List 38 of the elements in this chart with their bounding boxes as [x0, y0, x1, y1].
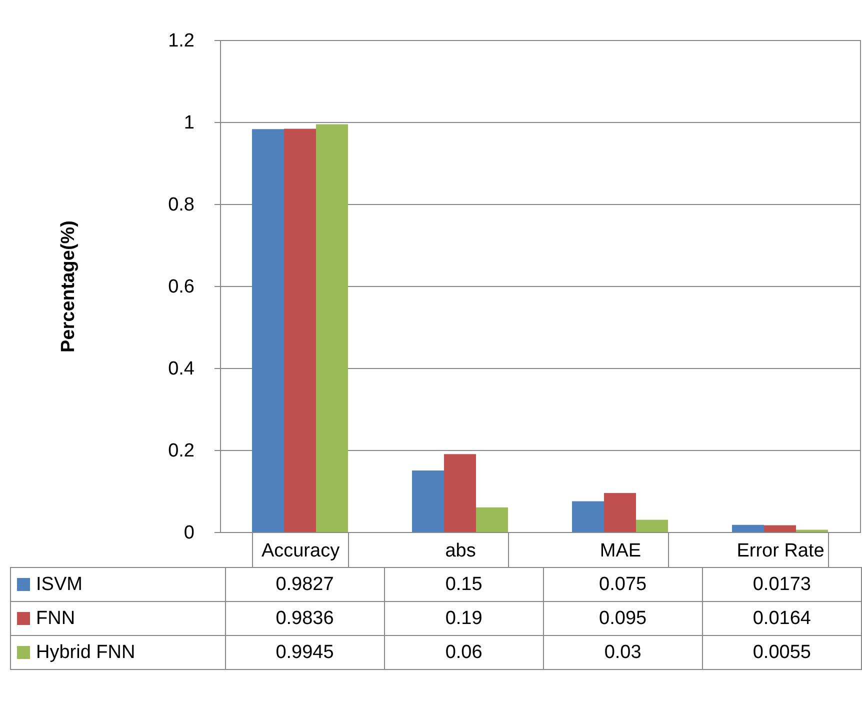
bar	[764, 525, 796, 532]
data-label: 0.0164	[702, 602, 862, 636]
bar	[636, 520, 668, 532]
y-tick-label: 1.2	[168, 30, 194, 52]
data-label: 0.9827	[225, 568, 384, 602]
data-label: 0.075	[543, 568, 702, 602]
data-label: 0.095	[543, 602, 702, 636]
x-tick-label: Accuracy	[261, 540, 340, 562]
y-tick-label: 1	[184, 112, 194, 134]
data-label: 0.0173	[702, 568, 862, 602]
data-label: 0.9945	[225, 636, 384, 670]
x-tick-label: Error Rate	[736, 540, 824, 562]
data-label: 0.03	[543, 636, 702, 670]
data-label: 0.0055	[702, 636, 862, 670]
data-label: 0.9836	[225, 602, 384, 636]
y-tick-label: 0	[184, 522, 194, 544]
data-label: 0.06	[384, 636, 544, 670]
bar	[444, 454, 476, 532]
bar	[476, 507, 508, 532]
y-tick-label: 0.2	[168, 440, 194, 462]
data-label: 0.15	[384, 568, 544, 602]
y-axis-title: Percentage(%)	[58, 220, 80, 352]
x-tick-label: MAE	[600, 540, 642, 562]
x-tick-label: abs	[445, 540, 476, 562]
legend-label: FNN	[10, 602, 226, 636]
legend-label: Hybrid FNN	[10, 636, 226, 670]
y-tick-label: 0.6	[168, 276, 194, 298]
y-tick-label: 0.8	[168, 194, 194, 216]
bar	[732, 524, 764, 532]
bar	[604, 493, 636, 532]
bar	[252, 129, 284, 532]
bar	[572, 501, 604, 532]
y-tick-label: 0.4	[168, 358, 195, 380]
bar	[284, 128, 316, 532]
legend-label: ISVM	[10, 568, 226, 602]
bar	[412, 470, 444, 532]
data-label: 0.19	[384, 602, 544, 636]
bar	[316, 124, 348, 532]
